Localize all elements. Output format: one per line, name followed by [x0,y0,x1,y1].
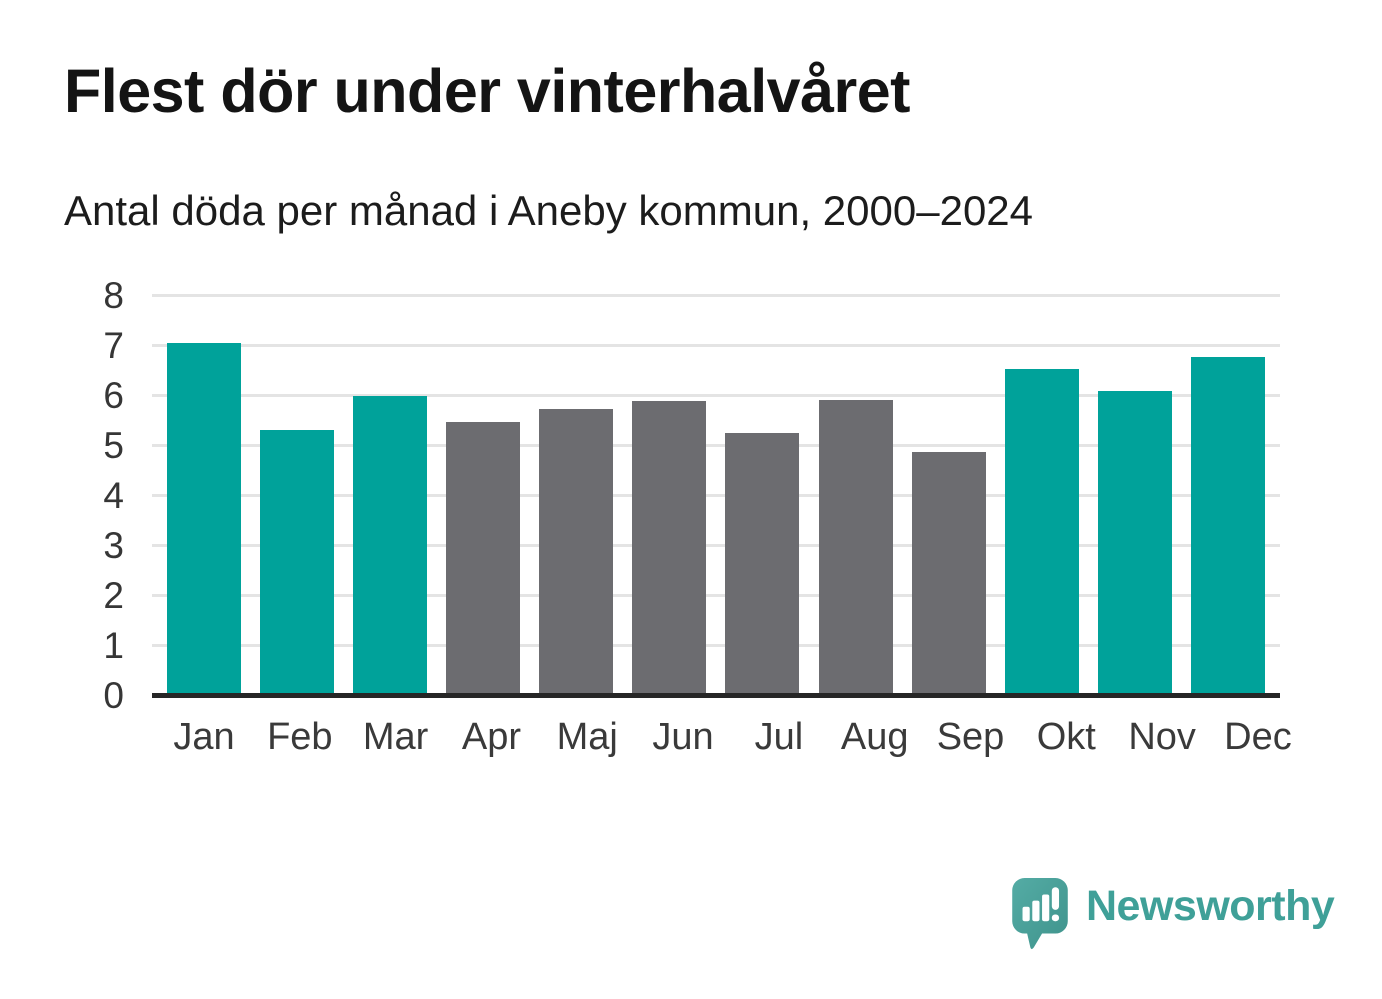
gridline-6 [152,394,1280,397]
gridlines [152,294,1280,696]
bar-okt [1004,369,1079,696]
gridline-1 [152,644,1280,647]
x-tick-label-nov: Nov [1128,716,1196,758]
x-tick-label-sep: Sep [936,716,1005,758]
gridline-5 [152,444,1280,447]
bar-aug [818,399,893,696]
bar-apr [446,421,521,696]
bar-jan [167,343,241,696]
gridline-3 [152,544,1280,547]
x-axis-labels: Jan Feb Mar Apr Maj Jun Jul Aug Sep Okt Nov Dec [152,716,1310,759]
x-axis-line [152,693,1280,698]
bar-nov [1097,391,1172,696]
x-tick-label-okt: Okt [1036,716,1096,758]
y-tick-label-0: 0 [103,675,124,716]
y-axis: 0 1 2 3 4 5 6 7 8 [80,276,138,716]
x-tick-label-feb: Feb [267,716,333,758]
y-tick-label-1: 1 [103,625,124,666]
y-tick-label-5: 5 [103,425,124,466]
y-tick-label-4: 4 [103,475,124,516]
newsworthy-logo-icon [1012,878,1068,955]
bar-sep [911,451,986,696]
chart-title: Flest dör under vinterhalvåret [64,57,911,125]
x-tick-label-maj: Maj [556,716,618,758]
bars-row [152,296,1280,696]
bar-feb [260,429,335,696]
x-tick-label-jan: Jan [173,716,235,758]
chart-subtitle: Antal döda per månad i Aneby kommun, 200… [64,187,1034,234]
x-tick-label-jul: Jul [754,716,804,758]
bar-maj [539,409,614,696]
bar-jun [632,401,707,696]
x-tick-label-dec: Dec [1224,716,1292,758]
plot-area: 0 1 2 3 4 5 6 7 8 [103,276,1280,716]
x-tick-label-aug: Aug [840,716,909,758]
gridline-7 [152,344,1280,347]
gridline-2 [152,594,1280,597]
y-tick-label-8: 8 [103,275,124,316]
newsworthy-logo-text: Newsworthy [1086,882,1335,930]
bar-mar [353,395,428,696]
y-tick-label-3: 3 [103,525,124,566]
bar-jul [725,433,800,696]
y-tick-label-7: 7 [103,325,124,366]
bar-dec [1190,357,1265,696]
y-tick-label-2: 2 [103,575,124,616]
newsworthy-logo: Newsworthy [1012,878,1335,955]
x-tick-label-jun: Jun [652,716,714,758]
x-tick-label-mar: Mar [362,716,429,758]
gridline-8 [152,294,1280,297]
y-tick-label-6: 6 [103,375,124,416]
x-tick-label-apr: Apr [461,716,521,758]
gridline-4 [152,494,1280,497]
